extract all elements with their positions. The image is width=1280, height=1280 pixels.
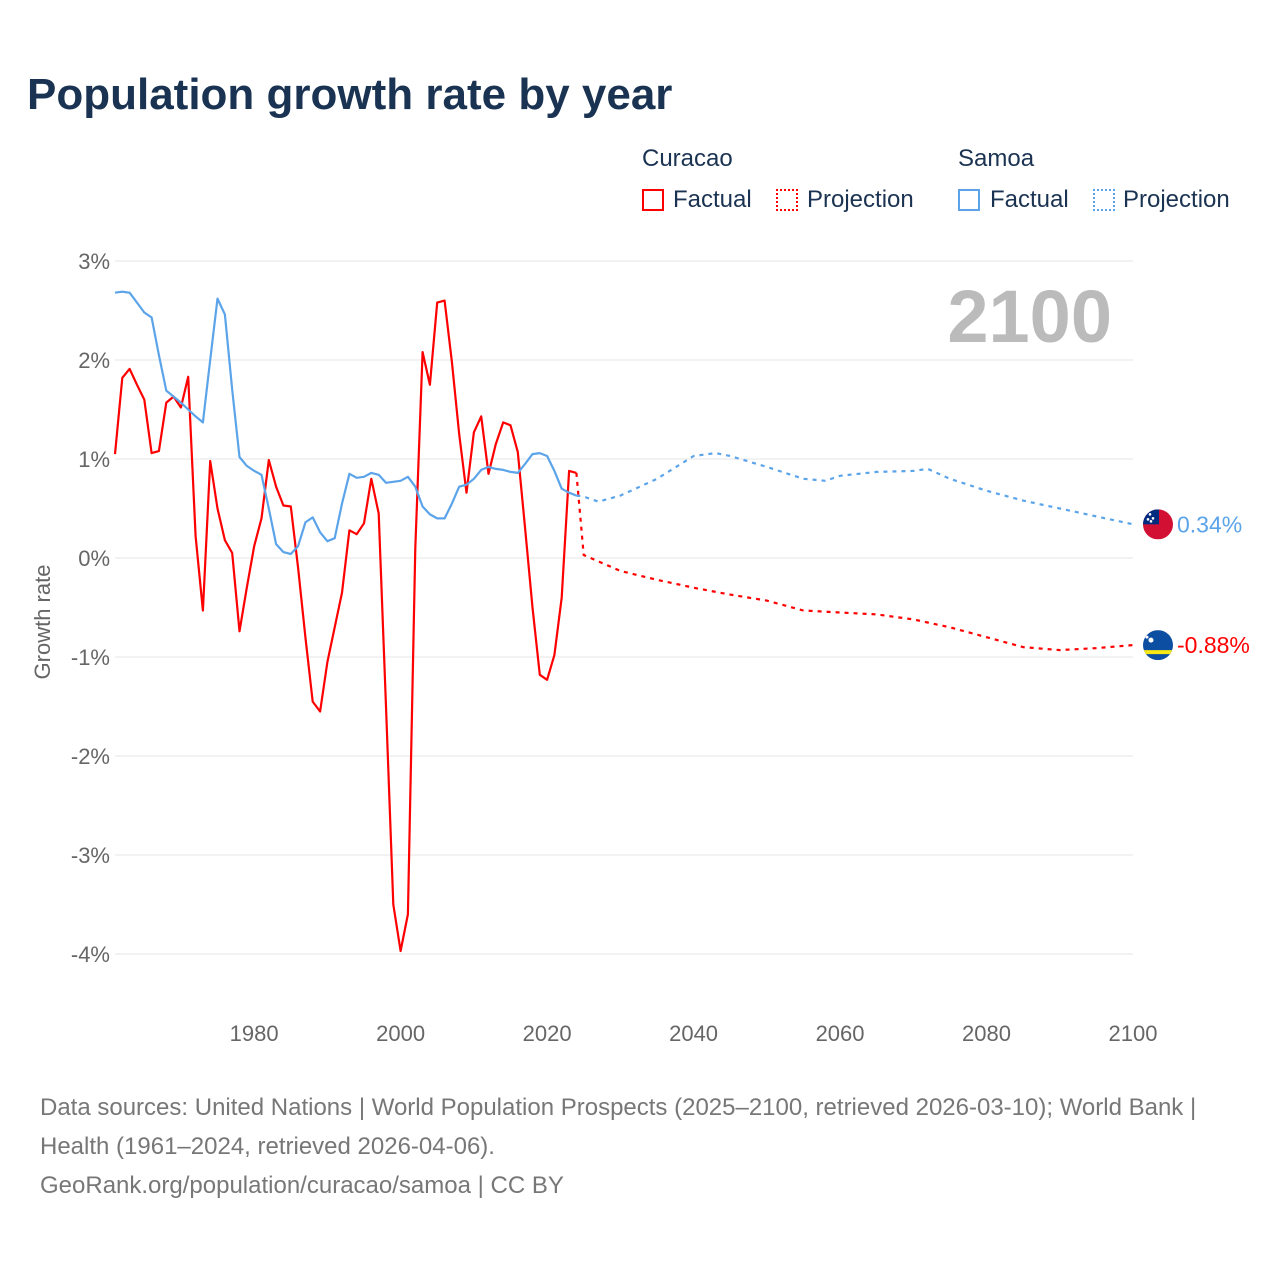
- series-line-samoa-factual: [114, 290, 577, 556]
- source-text: Data sources: United Nations | World Pop…: [40, 1094, 1197, 1160]
- legend-swatch-samoa-factual: [958, 189, 980, 211]
- x-tick-label: 1980: [230, 1021, 279, 1046]
- series-line-curacao-factual: [113, 299, 577, 953]
- x-tick-label: 2060: [816, 1021, 865, 1046]
- legend-samoa-projection[interactable]: Projection: [1123, 186, 1230, 213]
- samoa-flag-icon: [1143, 509, 1173, 540]
- y-tick-label: 3%: [78, 249, 110, 274]
- legend-swatch-curacao-factual: [642, 189, 664, 211]
- x-tick-label: 2020: [523, 1021, 572, 1046]
- x-tick-label: 2080: [962, 1021, 1011, 1046]
- legend-curacao-factual[interactable]: Factual: [673, 186, 752, 213]
- series-line-samoa-projection: [576, 452, 1134, 526]
- y-tick-label: 2%: [78, 348, 110, 373]
- plot-area: 3% 2% 1% 0% -1% -2% -3% -4% 1980 2000 2020 2040 2060…: [30, 249, 1250, 1046]
- legend-samoa-factual[interactable]: Factual: [990, 186, 1069, 213]
- chart-title: Population growth rate by year: [27, 70, 673, 119]
- end-value-label-curacao: -0.88%: [1177, 632, 1250, 658]
- legend-curacao-projection[interactable]: Projection: [807, 186, 914, 213]
- y-tick-label: -2%: [71, 744, 110, 769]
- end-value-label-samoa: 0.34%: [1177, 511, 1242, 537]
- x-tick-label: 2100: [1109, 1021, 1158, 1046]
- y-tick-label: 1%: [78, 447, 110, 472]
- y-tick-label: -4%: [71, 942, 110, 967]
- y-tick-label: -1%: [71, 645, 110, 670]
- y-tick-label: 0%: [78, 546, 110, 571]
- source-link[interactable]: GeoRank.org/population/curacao/samoa | C…: [40, 1172, 564, 1199]
- legend-swatch-curacao-projection: [776, 189, 798, 211]
- source-note: Data sources: United Nations | World Pop…: [40, 1088, 1240, 1205]
- series-line-curacao-projection: [575, 472, 1134, 652]
- y-axis-label: Growth rate: [30, 565, 55, 680]
- curacao-flag-icon: [1143, 630, 1173, 661]
- x-tick-label: 2000: [376, 1021, 425, 1046]
- legend-group-curacao: Curacao: [642, 145, 733, 172]
- legend-group-samoa: Samoa: [958, 145, 1035, 172]
- year-indicator: 2100: [947, 275, 1112, 358]
- x-tick-label: 2040: [669, 1021, 718, 1046]
- y-tick-label: -3%: [71, 843, 110, 868]
- legend-swatch-samoa-projection: [1093, 189, 1115, 211]
